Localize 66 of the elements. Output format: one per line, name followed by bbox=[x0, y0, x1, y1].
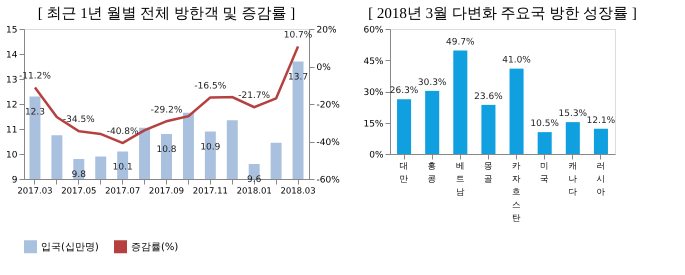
data-label: 10.5% bbox=[530, 119, 560, 130]
x-tick-label: 2017.03 bbox=[17, 186, 53, 196]
data-label: 12.1% bbox=[586, 116, 616, 126]
x-tick-label: 러시아 bbox=[596, 162, 606, 198]
data-label: -34.5% bbox=[62, 115, 96, 126]
x-tick-label: 2017.11 bbox=[192, 186, 228, 196]
y-tick-label: 11 bbox=[6, 126, 18, 136]
y-tick-label: 15% bbox=[363, 119, 384, 130]
chart-title: [ 최근 1년 월별 전체 방한객 및 증감률 ] bbox=[38, 6, 296, 22]
data-label: 26.3% bbox=[390, 86, 419, 96]
bar bbox=[425, 90, 440, 154]
y-tick-label: 13 bbox=[6, 76, 18, 86]
y-tick-label: 45% bbox=[363, 56, 384, 67]
y-tick-label: 30% bbox=[363, 88, 384, 98]
bar bbox=[397, 99, 412, 154]
x-tick-label: 2017.07 bbox=[105, 186, 140, 196]
data-label: 13.7 bbox=[288, 72, 308, 82]
x-tick-label: 2018.01 bbox=[236, 186, 272, 196]
data-label: -11.2% bbox=[19, 72, 52, 82]
x-tick-label: 카자흐스탄 bbox=[512, 162, 522, 224]
data-label: 10.1 bbox=[112, 162, 133, 172]
data-label: -16.5% bbox=[194, 81, 227, 92]
y-tick-label: 10 bbox=[6, 150, 18, 160]
legend-label: 증감률(%) bbox=[131, 242, 178, 253]
y-tick-label: 9 bbox=[12, 176, 18, 186]
bar bbox=[594, 128, 608, 154]
data-label: 9.8 bbox=[72, 170, 86, 180]
y-tick-label: 15 bbox=[6, 26, 18, 36]
data-label: 12.3 bbox=[24, 108, 45, 118]
y-tick-label: 60% bbox=[363, 26, 384, 36]
data-label: -29.2% bbox=[150, 105, 183, 116]
y-tick-label: 12 bbox=[6, 100, 18, 110]
bar bbox=[481, 104, 496, 154]
bar bbox=[510, 68, 524, 154]
y2-tick-label: -60% bbox=[316, 176, 340, 186]
x-tick-label: 2018.03 bbox=[280, 186, 316, 196]
x-tick-label: 베트남 bbox=[456, 162, 465, 198]
bar bbox=[453, 50, 468, 154]
data-label: -40.8% bbox=[106, 127, 140, 137]
y2-tick-label: 0% bbox=[316, 63, 332, 73]
data-label: 23.6% bbox=[474, 92, 504, 102]
x-tick-label: 홍콩 bbox=[428, 162, 437, 184]
data-label: 41.0% bbox=[502, 56, 532, 66]
y-tick-label: 0% bbox=[369, 150, 384, 160]
data-label: 10.8 bbox=[156, 145, 177, 155]
bar bbox=[566, 122, 580, 154]
legend-label: 입국(십만명) bbox=[41, 242, 99, 253]
data-label: 15.3% bbox=[558, 109, 588, 120]
data-label: 30.3% bbox=[418, 78, 447, 88]
x-tick-label: 2017.05 bbox=[61, 186, 96, 196]
data-label: 10.7% bbox=[284, 30, 313, 40]
x-tick-label: 몽골 bbox=[484, 162, 493, 184]
data-label: 9.6 bbox=[247, 175, 262, 185]
x-tick-label: 캐나다 bbox=[568, 162, 578, 198]
y2-tick-label: -40% bbox=[316, 138, 340, 148]
data-label: -21.7% bbox=[238, 91, 271, 102]
x-tick-label: 대만 bbox=[400, 162, 409, 184]
x-tick-label: 2017.09 bbox=[148, 186, 184, 196]
y-tick-label: 14 bbox=[6, 50, 18, 60]
data-label: 10.9 bbox=[200, 142, 221, 152]
data-label: 49.7% bbox=[446, 37, 476, 48]
bar bbox=[538, 132, 552, 154]
chart-title: [ 2018년 3월 다변화 주요국 방한 성장률 ] bbox=[368, 6, 637, 22]
y2-tick-label: -20% bbox=[316, 100, 340, 110]
x-tick-label: 미국 bbox=[540, 162, 550, 184]
y2-tick-label: 20% bbox=[316, 26, 337, 36]
